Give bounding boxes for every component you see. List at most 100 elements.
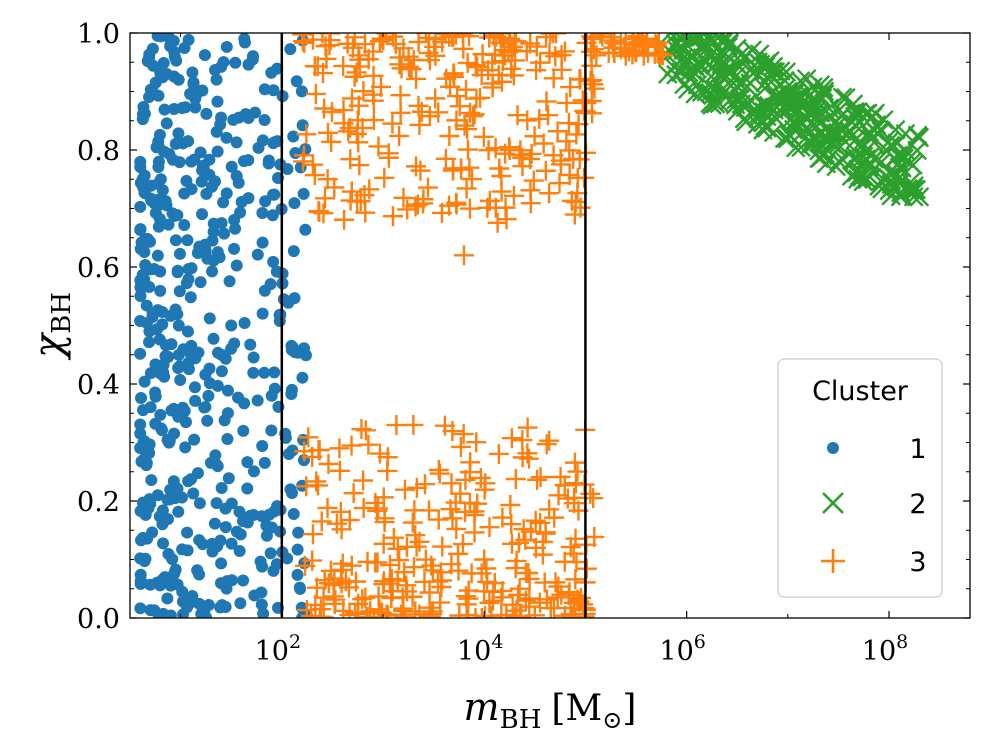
- series-1-point: [144, 401, 157, 414]
- series-3-point: [390, 102, 411, 123]
- series-3-point: [566, 552, 587, 573]
- series-1-point: [284, 43, 297, 56]
- series-2-point: [832, 87, 853, 108]
- series-1-point: [144, 497, 157, 510]
- series-3-point: [353, 470, 374, 491]
- series-1-point: [178, 218, 191, 231]
- series-3-point: [530, 467, 551, 488]
- series-3-point: [559, 164, 580, 185]
- x-stroke: [700, 93, 721, 114]
- x-stroke: [848, 101, 868, 122]
- series-3-point: [349, 49, 370, 70]
- series-1-point: [206, 545, 219, 558]
- series-1-point: [187, 487, 200, 500]
- x-stroke: [880, 135, 901, 156]
- series-3-point: [554, 475, 575, 496]
- series-3-point: [558, 584, 579, 605]
- series-1-point: [215, 482, 228, 495]
- series-3-point: [409, 114, 430, 135]
- series-3-point: [466, 432, 487, 453]
- series-3-point: [517, 443, 538, 464]
- series-1-point: [169, 563, 182, 576]
- x-stroke: [843, 94, 864, 114]
- x-stroke: [831, 119, 851, 140]
- x-stroke: [702, 33, 723, 54]
- series-2-point: [810, 103, 831, 123]
- series-1-point: [230, 170, 243, 183]
- series-2-point: [909, 127, 930, 148]
- series-3-point: [308, 475, 329, 496]
- x-stroke: [909, 186, 930, 207]
- series-3-point: [325, 589, 346, 610]
- series-1-point: [218, 414, 231, 427]
- series-2-point: [815, 143, 836, 164]
- series-3-point: [566, 124, 587, 145]
- series-3-point: [444, 66, 465, 87]
- series-3-point: [413, 193, 434, 214]
- series-3-point: [326, 513, 347, 534]
- x-stroke: [885, 119, 906, 140]
- series-1-point: [233, 505, 246, 518]
- x-stroke: [804, 102, 825, 122]
- x-stroke: [888, 153, 909, 174]
- series-3-point: [309, 607, 330, 618]
- series-3-point: [344, 66, 365, 87]
- series-1-point: [181, 325, 194, 338]
- series-2-point: [777, 128, 798, 149]
- series-3-point: [450, 483, 471, 504]
- x-stroke: [725, 94, 746, 115]
- series-3-point: [418, 500, 439, 521]
- series-3-point: [454, 115, 475, 136]
- x-stroke: [790, 71, 811, 91]
- x-stroke: [784, 114, 804, 134]
- legend-marker-plus: [821, 549, 845, 573]
- series-3-point: [491, 605, 512, 618]
- series-1-point: [228, 242, 241, 255]
- series-1-point: [134, 200, 147, 213]
- series-3-point: [342, 37, 363, 58]
- series-2-point: [845, 129, 866, 150]
- series-3-point: [604, 42, 625, 63]
- series-1-point: [136, 268, 149, 281]
- x-stroke: [853, 146, 874, 167]
- series-3-point: [472, 44, 493, 65]
- series-2-point: [726, 90, 746, 110]
- series-3-point: [419, 33, 440, 48]
- series-3-point: [539, 43, 560, 64]
- series-1-point: [163, 493, 176, 506]
- series-3-point: [431, 577, 452, 598]
- series-3-point: [311, 511, 332, 532]
- series-3-point: [397, 581, 418, 602]
- series-3-point: [535, 160, 556, 181]
- series-1-point: [181, 234, 194, 247]
- series-3-point: [439, 125, 460, 146]
- legend-label-2: 2: [909, 489, 926, 520]
- series-3-point: [453, 245, 474, 266]
- x-stroke: [727, 38, 747, 59]
- series-2-point: [844, 102, 865, 122]
- series-2-point: [754, 78, 775, 99]
- points-layer: [134, 33, 930, 618]
- series-3-point: [390, 85, 411, 106]
- series-3-point: [317, 122, 338, 143]
- series-1-point: [237, 155, 250, 168]
- x-stroke: [666, 64, 686, 85]
- series-1-point: [233, 545, 246, 558]
- series-3-point: [478, 60, 499, 81]
- series-1-point: [251, 248, 264, 261]
- series-3-point: [536, 434, 557, 455]
- series-2-point: [784, 84, 805, 105]
- series-3-point: [386, 415, 407, 436]
- x-stroke: [832, 87, 853, 108]
- series-1-point: [153, 510, 166, 523]
- x-stroke: [814, 81, 835, 102]
- series-3-point: [329, 438, 350, 459]
- series-3-point: [341, 88, 362, 109]
- series-1-point: [181, 596, 194, 609]
- series-1-point: [218, 227, 231, 240]
- x-stroke: [720, 75, 741, 96]
- series-1-point: [144, 578, 157, 591]
- series-3-point: [533, 133, 554, 154]
- x-stroke: [784, 84, 805, 105]
- series-3-point: [549, 173, 570, 194]
